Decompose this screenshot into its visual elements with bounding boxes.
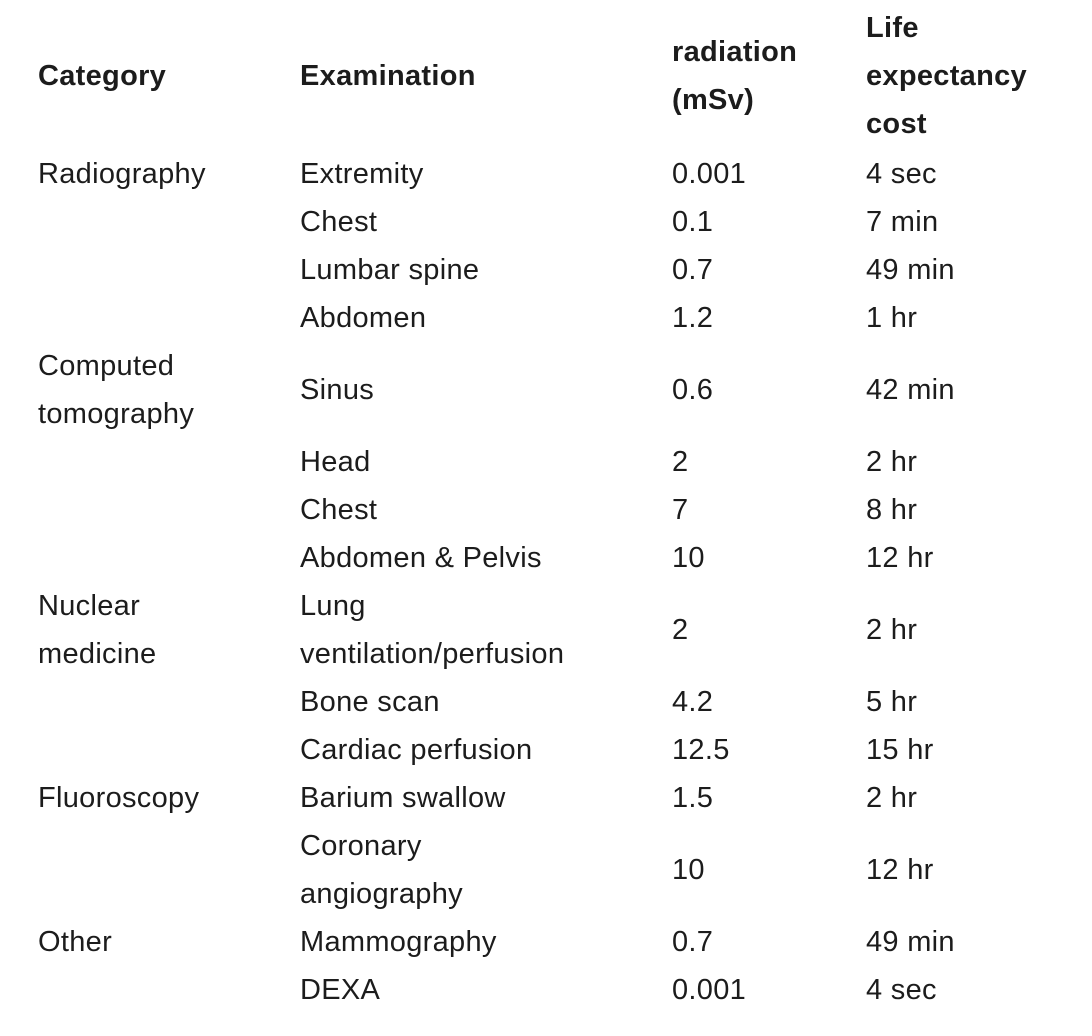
cell-category: Nuclear medicine (38, 590, 157, 670)
cell-category: Computed tomography (38, 350, 195, 430)
cell-examination: Chest (300, 494, 378, 526)
cell-cost: 2 hr (866, 446, 918, 478)
cell-cost: 15 hr (866, 734, 934, 766)
radiation-dose-table: Category Examination radiation (mSv) Lif… (38, 2, 1086, 1014)
cell-radiation: 0.001 (672, 158, 747, 190)
cell-radiation: 2 (672, 446, 689, 478)
table-row: Abdomen & Pelvis 10 12 hr (38, 534, 1086, 582)
cell-cost: 49 min (866, 926, 955, 958)
cell-category (38, 294, 300, 342)
cell-cost: 7 min (866, 206, 939, 238)
cell-radiation: 7 (672, 494, 689, 526)
cell-radiation: 0.7 (672, 926, 714, 958)
table-row: Computed tomography Sinus 0.6 42 min (38, 342, 1086, 438)
cell-category (38, 246, 300, 294)
cell-cost: 42 min (866, 374, 955, 406)
cell-cost: 2 hr (866, 782, 918, 814)
table-row: Chest 7 8 hr (38, 486, 1086, 534)
cell-cost: 5 hr (866, 686, 918, 718)
cell-radiation: 0.001 (672, 974, 747, 1006)
cell-radiation: 10 (672, 542, 705, 574)
cell-category (38, 198, 300, 246)
cell-radiation: 10 (672, 854, 705, 886)
table-row: Radiography Extremity 0.001 4 sec (38, 150, 1086, 198)
cell-radiation: 1.2 (672, 302, 714, 334)
cell-examination: Lumbar spine (300, 254, 480, 286)
cell-radiation: 4.2 (672, 686, 714, 718)
cell-examination: Sinus (300, 374, 375, 406)
cell-category (38, 726, 300, 774)
cell-category (38, 486, 300, 534)
cell-examination: Coronary angiography (300, 830, 463, 910)
table-row: Head 2 2 hr (38, 438, 1086, 486)
table-row: Lumbar spine 0.7 49 min (38, 246, 1086, 294)
cell-radiation: 2 (672, 614, 689, 646)
col-header-radiation: radiation (mSv) (672, 36, 798, 116)
table-row: Bone scan 4.2 5 hr (38, 678, 1086, 726)
col-header-cost: Life expectancy cost (866, 12, 1027, 140)
cell-radiation: 12.5 (672, 734, 730, 766)
cell-examination: Abdomen & Pelvis (300, 542, 542, 574)
table-row: Coronary angiography 10 12 hr (38, 822, 1086, 918)
cell-cost: 1 hr (866, 302, 918, 334)
cell-examination: Chest (300, 206, 378, 238)
cell-cost: 4 sec (866, 158, 937, 190)
table-row: Nuclear medicine Lung ventilation/perfus… (38, 582, 1086, 678)
cell-radiation: 0.7 (672, 254, 714, 286)
cell-category (38, 966, 300, 1014)
cell-category (38, 534, 300, 582)
cell-cost: 8 hr (866, 494, 918, 526)
table-row: Other Mammography 0.7 49 min (38, 918, 1086, 966)
cell-examination: Cardiac perfusion (300, 734, 533, 766)
cell-examination: Barium swallow (300, 782, 506, 814)
cell-category (38, 438, 300, 486)
cell-cost: 4 sec (866, 974, 937, 1006)
table-row: Cardiac perfusion 12.5 15 hr (38, 726, 1086, 774)
cell-examination: Head (300, 446, 371, 478)
cell-radiation: 0.1 (672, 206, 714, 238)
cell-category: Other (38, 926, 113, 958)
table-row: Fluoroscopy Barium swallow 1.5 2 hr (38, 774, 1086, 822)
col-header-category: Category (38, 60, 167, 92)
table-row: Abdomen 1.2 1 hr (38, 294, 1086, 342)
cell-cost: 2 hr (866, 614, 918, 646)
cell-examination: Abdomen (300, 302, 427, 334)
cell-category: Radiography (38, 158, 206, 190)
col-header-examination: Examination (300, 60, 476, 92)
cell-examination: Bone scan (300, 686, 440, 718)
cell-radiation: 1.5 (672, 782, 714, 814)
cell-examination: Extremity (300, 158, 424, 190)
cell-examination: Mammography (300, 926, 497, 958)
cell-category (38, 822, 300, 918)
cell-cost: 12 hr (866, 542, 934, 574)
cell-category: Fluoroscopy (38, 782, 200, 814)
header-row: Category Examination radiation (mSv) Lif… (38, 2, 1086, 150)
cell-examination: DEXA (300, 974, 381, 1006)
cell-cost: 12 hr (866, 854, 934, 886)
cell-cost: 49 min (866, 254, 955, 286)
table-row: DEXA 0.001 4 sec (38, 966, 1086, 1014)
cell-examination: Lung ventilation/perfusion (300, 590, 565, 670)
cell-category (38, 678, 300, 726)
cell-radiation: 0.6 (672, 374, 714, 406)
table-row: Chest 0.1 7 min (38, 198, 1086, 246)
